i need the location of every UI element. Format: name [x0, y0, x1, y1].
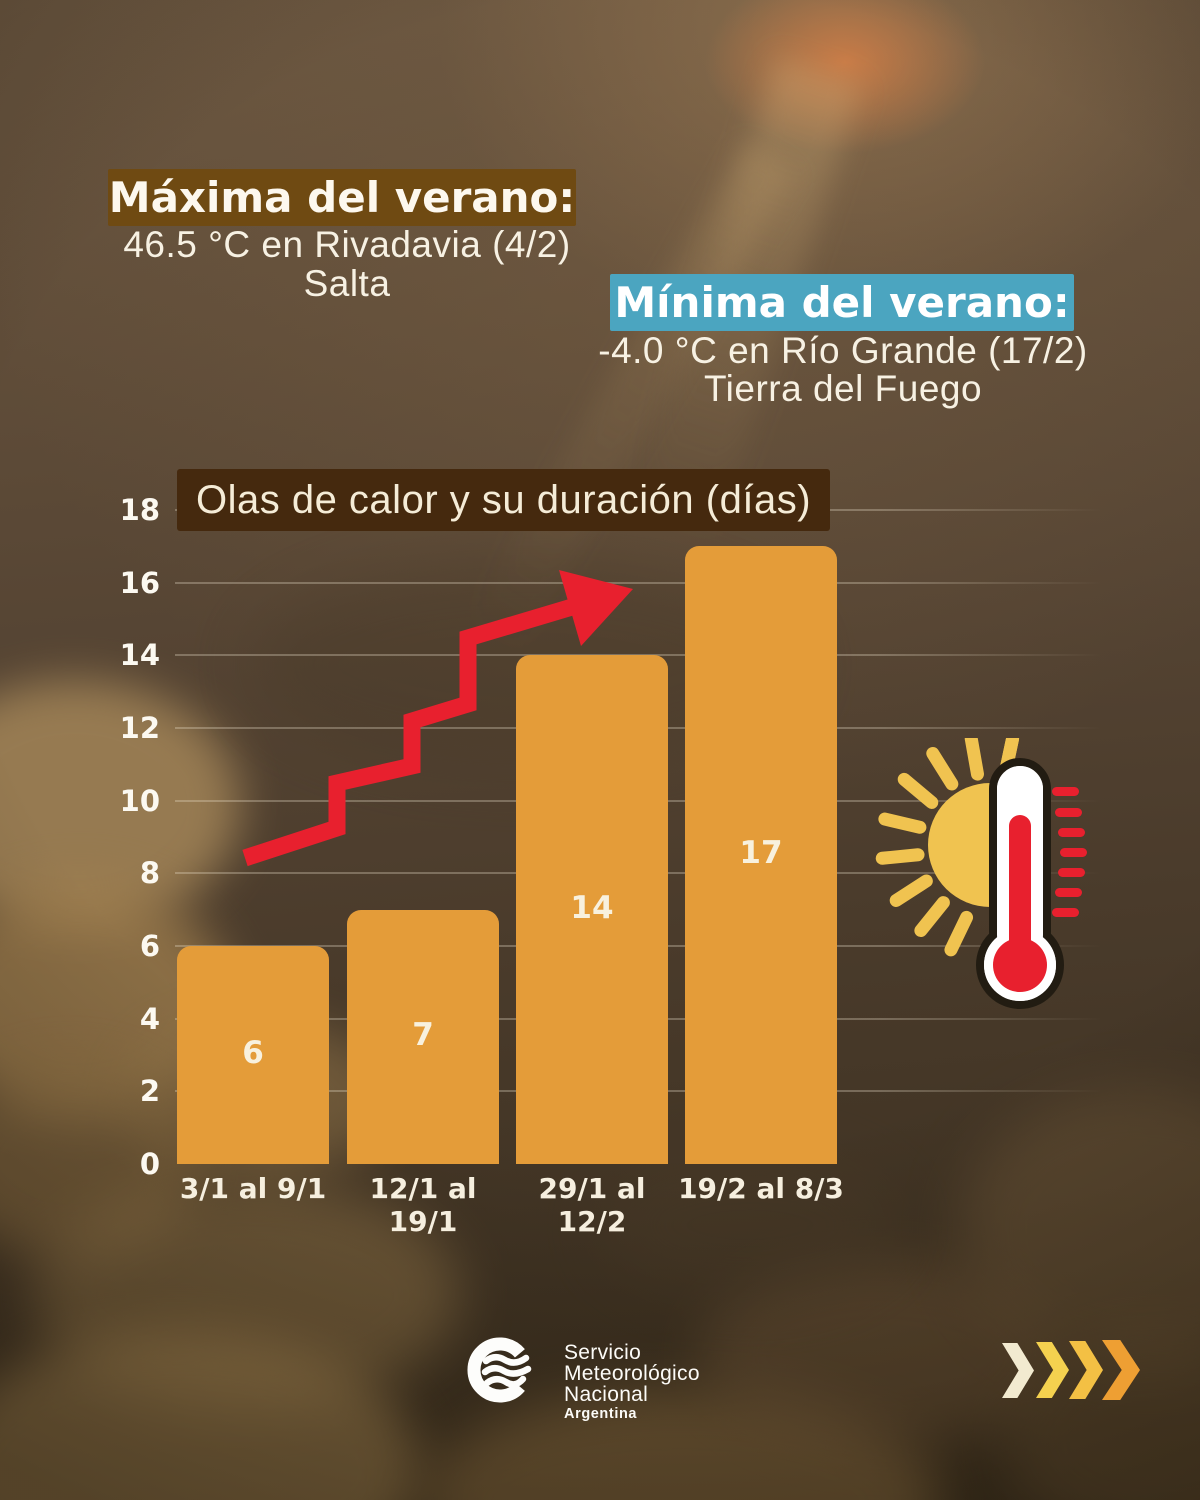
org-name-line3: Nacional	[564, 1383, 649, 1406]
cloud	[1000, 1330, 1200, 1500]
y-tick-label: 0	[139, 1147, 160, 1181]
bar-value-label: 14	[570, 889, 614, 926]
sun-thermometer-icon	[875, 738, 1087, 1009]
chevron-right-icon	[1102, 1340, 1140, 1400]
bar	[685, 546, 837, 1164]
y-tick-label: 10	[119, 783, 160, 818]
cloud	[700, 1260, 1060, 1450]
smn-logo-icon	[467, 1337, 532, 1403]
half-sun-disc	[928, 783, 990, 907]
chevron-right-icon	[1002, 1343, 1034, 1398]
cloud	[0, 1330, 420, 1500]
min-summer-province: Tierra del Fuego	[703, 368, 983, 409]
thermometer-icon	[976, 758, 1064, 1009]
chart-title: Olas de calor y su duración (días)	[177, 469, 830, 531]
y-tick-label: 14	[119, 638, 160, 673]
bar-value-label: 17	[739, 835, 783, 872]
bar	[347, 909, 499, 1164]
org-country-label: Argentina	[564, 1406, 638, 1422]
x-axis-label: 3/1 al 9/1	[179, 1172, 327, 1205]
x-axis-label: 29/1 al 12/2	[538, 1172, 646, 1238]
y-tick-label: 16	[119, 565, 160, 600]
org-name-line1: Servicio	[564, 1341, 642, 1364]
y-tick-label: 18	[119, 493, 160, 527]
x-axis-label: 19/2 al 8/3	[678, 1172, 844, 1205]
x-axis-label: 12/1 al 19/1	[369, 1172, 477, 1238]
max-summer-province: Salta	[303, 263, 391, 304]
gridline	[175, 581, 1102, 584]
y-tick-label: 12	[119, 711, 160, 745]
bar-value-label: 7	[412, 1016, 434, 1053]
max-summer-value: 46.5 °C en Rivadavia (4/2)	[123, 224, 571, 265]
min-summer-value: -4.0 °C en Río Grande (17/2)	[598, 330, 1088, 371]
y-tick-label: 2	[139, 1074, 160, 1109]
y-tick-label: 4	[139, 1001, 160, 1036]
chevron-right-icon	[1036, 1342, 1069, 1398]
min-summer-headline: Mínima del verano:	[610, 274, 1074, 331]
chevron-right-icon	[1069, 1341, 1103, 1399]
heat-dashes-icon	[1052, 787, 1087, 917]
cloud	[960, 1090, 1200, 1370]
y-tick-label: 6	[139, 929, 160, 963]
bar	[177, 946, 329, 1164]
max-summer-headline: Máxima del verano:	[108, 169, 576, 226]
bar-value-label: 6	[242, 1035, 264, 1071]
org-name-line2: Meteorológico	[564, 1362, 700, 1385]
y-tick-label: 8	[139, 856, 160, 891]
